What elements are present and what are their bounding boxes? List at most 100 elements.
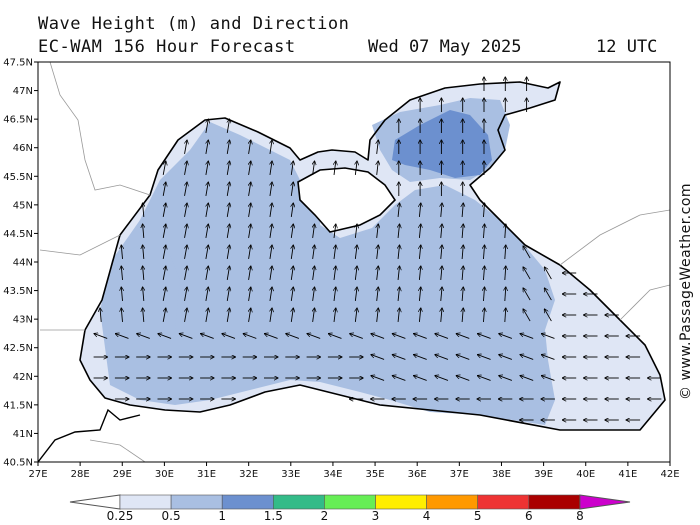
lon-tick-label: 33E	[281, 469, 300, 480]
wave-direction-arrow	[441, 224, 442, 239]
chart-title: Wave Height (m) and Direction	[38, 14, 350, 34]
legend-label: 6	[525, 509, 533, 523]
wave-direction-arrow	[184, 182, 187, 196]
wave-direction-arrow	[355, 266, 357, 281]
wave-direction-arrow	[143, 203, 144, 218]
lon-tick-label: 41E	[618, 469, 637, 480]
wave-direction-arrow	[249, 182, 251, 196]
wave-direction-arrow	[121, 308, 122, 323]
wave-direction-arrow	[184, 266, 187, 280]
wave-direction-arrow	[270, 287, 272, 301]
wave-direction-arrow	[206, 182, 208, 196]
wave-direction-arrow	[249, 224, 251, 238]
wave-direction-arrow	[398, 245, 399, 260]
wave-direction-arrow	[520, 376, 534, 381]
lat-tick-label: 43.5N	[3, 286, 33, 297]
wave-direction-arrow	[143, 266, 144, 281]
wave-direction-arrow	[184, 245, 187, 259]
wave-direction-arrow	[377, 224, 379, 239]
wave-direction-arrow	[334, 245, 336, 260]
wave-direction-arrow	[392, 334, 406, 339]
lon-tick-label: 32E	[239, 469, 258, 480]
wave-direction-arrow	[121, 266, 122, 281]
wave-direction-arrow	[520, 355, 534, 360]
wave-direction-arrow	[441, 266, 442, 281]
lon-tick-label: 30E	[155, 469, 174, 480]
wave-direction-arrow	[456, 334, 470, 339]
wave-direction-arrow	[206, 119, 208, 133]
wave-direction-arrow	[270, 224, 272, 238]
lat-tick-label: 45N	[13, 200, 33, 211]
wave-direction-arrow	[100, 308, 101, 323]
wave-direction-arrow	[291, 182, 293, 196]
wave-direction-arrow	[398, 287, 399, 302]
wave-direction-arrow	[499, 376, 513, 381]
wave-direction-arrow	[334, 308, 336, 323]
legend-label: 8	[576, 509, 584, 523]
wave-direction-arrow	[227, 119, 229, 133]
wave-direction-arrow	[249, 203, 251, 217]
marmara-coast	[38, 408, 141, 462]
wave-direction-arrow	[162, 308, 166, 322]
wave-band-0.5-1	[100, 98, 555, 425]
wave-direction-arrow	[541, 376, 555, 381]
lat-tick-label: 47N	[13, 86, 33, 97]
lat-tick-label: 42N	[13, 372, 33, 383]
wave-direction-arrow	[270, 308, 272, 322]
lat-tick-label: 44.5N	[3, 229, 33, 240]
wave-direction-arrow	[227, 224, 229, 238]
wave-direction-arrow	[184, 203, 187, 217]
wave-direction-arrow	[523, 288, 531, 301]
wave-direction-arrow	[206, 203, 208, 217]
credit-text: © www.PassageWeather.com	[678, 182, 694, 400]
wave-direction-arrow	[227, 140, 229, 154]
wave-direction-arrow	[143, 245, 144, 260]
longitude-ticks: 27E 28E 29E 30E 31E 32E 33E 34E 35E 36E 37E 38E 39E 4…	[28, 462, 680, 480]
wave-direction-arrow	[162, 203, 166, 217]
wave-direction-arrow	[419, 266, 420, 281]
wave-direction-arrow	[541, 355, 555, 360]
lon-tick-label: 37E	[450, 469, 469, 480]
wave-direction-arrow	[334, 287, 336, 302]
wave-direction-arrow	[505, 245, 506, 260]
wave-direction-arrow	[162, 182, 166, 196]
legend-label: 4	[423, 509, 431, 523]
lon-tick-label: 38E	[492, 469, 511, 480]
legend-swatch	[528, 494, 581, 510]
wave-direction-arrow	[414, 334, 427, 339]
wave-direction-arrow	[371, 355, 385, 360]
wave-direction-arrow	[483, 266, 484, 281]
wave-direction-arrow	[377, 140, 379, 155]
wave-direction-arrow	[115, 334, 129, 339]
wave-direction-arrow	[291, 287, 293, 301]
wave-direction-arrow	[441, 203, 442, 218]
wave-direction-arrow	[206, 308, 208, 322]
wave-direction-arrow	[377, 245, 379, 260]
wave-direction-arrow	[206, 161, 208, 175]
legend-label: 5	[474, 509, 482, 523]
wave-direction-arrow	[270, 203, 272, 217]
wave-direction-arrow	[270, 161, 272, 175]
wave-direction-arrow	[355, 245, 357, 260]
lon-tick-label: 39E	[534, 469, 553, 480]
wave-direction-arrow	[456, 376, 470, 381]
wave-direction-arrow	[227, 161, 229, 175]
wave-direction-arrow	[270, 182, 272, 196]
wave-direction-arrow	[227, 245, 229, 259]
lat-tick-label: 41N	[13, 429, 33, 440]
wave-direction-arrow	[143, 308, 144, 323]
wave-direction-arrow	[435, 355, 449, 360]
wave-direction-arrow	[520, 334, 534, 339]
wave-direction-arrow	[249, 287, 251, 301]
wave-direction-arrow	[483, 203, 484, 218]
wave-direction-arrow	[286, 334, 300, 339]
wave-direction-arrow	[184, 224, 187, 238]
lon-tick-label: 31E	[197, 469, 216, 480]
wave-direction-arrow	[334, 266, 336, 281]
wave-direction-arrow	[227, 182, 229, 196]
wave-direction-arrow	[184, 308, 187, 322]
wave-direction-arrows	[94, 77, 662, 420]
wave-direction-arrow	[249, 308, 251, 322]
legend-swatch	[170, 494, 223, 510]
